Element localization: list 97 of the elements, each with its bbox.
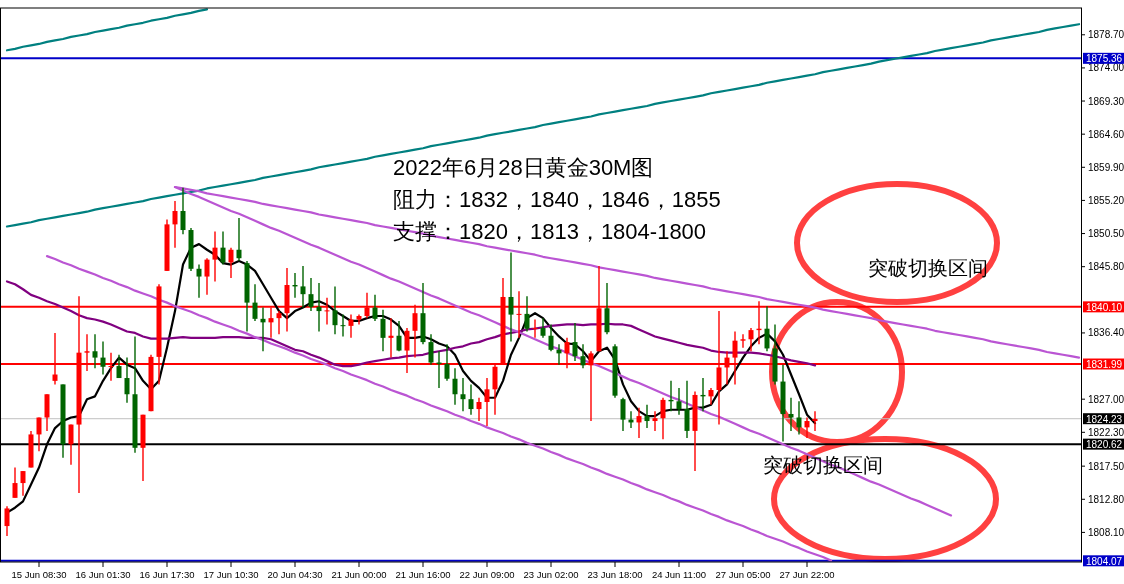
candlestick xyxy=(644,404,650,429)
candlestick xyxy=(172,200,178,249)
x-tick-label: 21 Jun 16:00 xyxy=(395,569,451,580)
candlestick xyxy=(20,470,26,497)
candlestick xyxy=(580,343,586,369)
candlestick xyxy=(444,343,450,382)
x-tick-label: 22 Jun 09:00 xyxy=(459,569,515,580)
y-tick-label: 1864.60 xyxy=(1088,128,1124,140)
candlestick xyxy=(676,387,682,416)
y-tick-label: 1878.70 xyxy=(1088,29,1124,41)
candlestick xyxy=(604,282,610,336)
candlestick xyxy=(396,320,402,352)
x-tick-label: 17 Jun 10:30 xyxy=(203,569,259,580)
candlestick xyxy=(788,397,794,432)
candlestick xyxy=(476,397,482,422)
candlestick xyxy=(196,263,202,299)
candlestick xyxy=(124,356,130,404)
y-tick-label: 1869.30 xyxy=(1088,95,1124,107)
candlestick xyxy=(252,283,258,322)
annotation: 突破切换区间 xyxy=(868,257,988,279)
candlestick xyxy=(660,397,666,441)
y-tick-label: 1827.00 xyxy=(1088,393,1124,405)
candlestick xyxy=(92,333,98,369)
y-tick-label: 1817.50 xyxy=(1088,460,1124,472)
candlestick xyxy=(228,246,234,279)
candlestick xyxy=(508,251,514,343)
x-tick-label: 20 Jun 04:30 xyxy=(267,569,323,580)
line-series xyxy=(5,280,817,368)
candlestick xyxy=(204,257,210,296)
y-tick-label: 1836.40 xyxy=(1088,327,1124,339)
x-tick-label: 24 Jun 11:00 xyxy=(651,569,707,580)
x-tick-label: 21 Jun 00:00 xyxy=(331,569,387,580)
candlestick xyxy=(180,187,186,235)
candlestick xyxy=(340,313,346,338)
y-tick-label: 1812.80 xyxy=(1088,493,1124,505)
candlestick xyxy=(708,387,714,406)
candlestick xyxy=(380,308,386,352)
x-tick-label: 27 Jun 22:00 xyxy=(779,569,835,580)
annotation: 阻力：1832，1840，1846，1855 xyxy=(393,187,721,212)
candlestick xyxy=(468,383,474,416)
candlestick xyxy=(348,313,354,339)
candlestick xyxy=(428,333,434,366)
candlestick xyxy=(36,416,42,453)
y-tick-label: 1808.10 xyxy=(1088,526,1124,538)
candlestick xyxy=(636,406,642,439)
candlestick xyxy=(4,505,10,537)
candlestick xyxy=(748,327,754,352)
candlestick xyxy=(796,400,802,436)
candlestick xyxy=(524,295,530,333)
candlestick xyxy=(460,377,466,412)
candlestick xyxy=(12,466,18,499)
candlestick xyxy=(220,230,226,266)
candlestick xyxy=(452,367,458,406)
candlestick xyxy=(332,285,338,336)
candlestick xyxy=(236,217,242,262)
x-tick-label: 16 Jun 01:30 xyxy=(75,569,131,580)
y-tick-label: 1822.30 xyxy=(1088,426,1124,438)
candlestick xyxy=(276,310,282,336)
ref-line-label: 1804.07 xyxy=(1086,555,1123,567)
y-tick-label: 1859.90 xyxy=(1088,161,1124,173)
ref-line-label: 1824.23 xyxy=(1086,413,1123,425)
ref-line-label: 1820.62 xyxy=(1086,438,1123,450)
candlestick xyxy=(68,423,74,466)
candlestick xyxy=(316,282,322,333)
candlestick xyxy=(804,416,810,439)
candlestick xyxy=(44,393,50,432)
candlestick xyxy=(212,230,218,283)
candlestick xyxy=(572,322,578,362)
candlestick xyxy=(548,323,554,352)
candlestick xyxy=(540,317,546,339)
candlestick xyxy=(388,317,394,359)
candlestick xyxy=(300,265,306,309)
candlestick xyxy=(100,340,106,376)
x-tick-label: 23 Jun 18:00 xyxy=(587,569,643,580)
ref-line-label: 1875.36 xyxy=(1086,53,1123,65)
x-tick-label: 16 Jun 17:30 xyxy=(139,569,195,580)
x-tick-label: 27 Jun 05:00 xyxy=(715,569,771,580)
candlestick xyxy=(684,380,690,439)
y-tick-label: 1850.50 xyxy=(1088,228,1124,240)
candlestick xyxy=(620,397,626,432)
ref-line-label: 1831.99 xyxy=(1086,358,1123,370)
annotation: 2022年6月28日黄金30M图 xyxy=(393,155,654,180)
candlestick xyxy=(484,377,490,427)
x-tick-label: 15 Jun 08:30 xyxy=(11,569,67,580)
candlestick xyxy=(764,305,770,352)
ref-line-label: 1840.10 xyxy=(1086,301,1123,313)
candlestick xyxy=(532,318,538,339)
candlestick xyxy=(740,333,746,349)
y-tick-label: 1874.00 xyxy=(1088,62,1124,74)
candlestick xyxy=(372,294,378,322)
y-tick-label: 1845.80 xyxy=(1088,261,1124,273)
line-series xyxy=(5,8,209,52)
candlestick xyxy=(308,277,314,312)
candlestick xyxy=(652,410,658,432)
y-tick-label: 1855.20 xyxy=(1088,194,1124,206)
x-tick-label: 23 Jun 02:00 xyxy=(523,569,579,580)
candlestick xyxy=(812,410,818,432)
